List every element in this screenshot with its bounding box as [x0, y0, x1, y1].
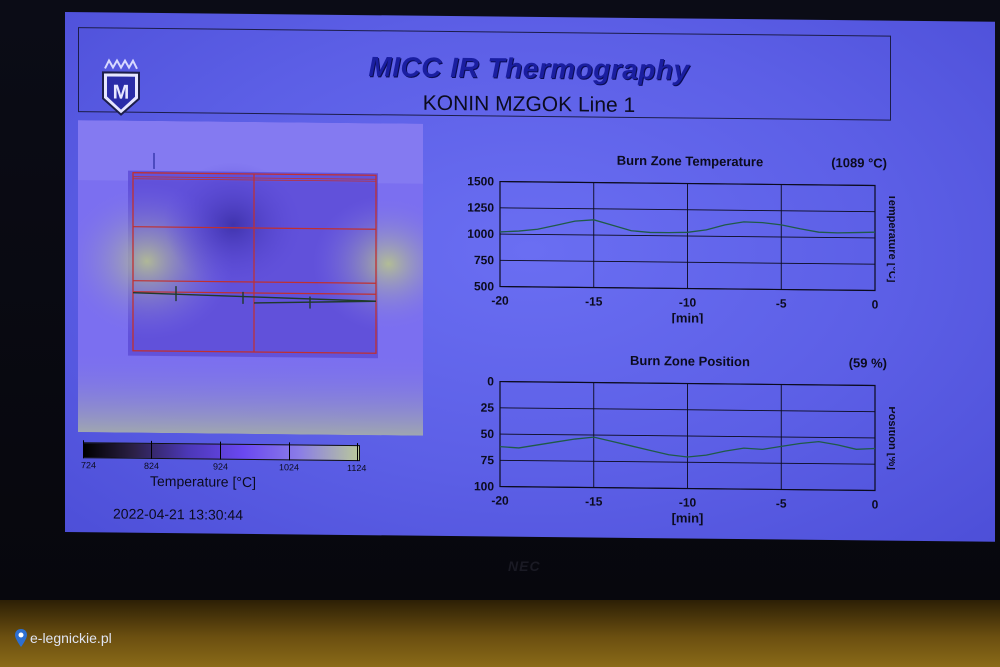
x-tick-label: -15	[585, 294, 603, 308]
watermark-site: e-legnickie.pl	[30, 630, 112, 646]
colorbar-tick-label: 924	[213, 461, 229, 472]
y-tick-label: 100	[474, 479, 494, 493]
thermography-screen: M MICC IR Thermography KONIN MZGOK Line …	[65, 12, 995, 542]
x-tick-label: 0	[872, 297, 879, 311]
y-tick-label: 1500	[467, 174, 494, 188]
colorbar-gradient	[83, 442, 360, 462]
colorbar-tick-label: 724	[81, 460, 97, 471]
svg-text:M: M	[113, 81, 130, 103]
micc-m-shield-logo-icon: M	[102, 58, 140, 116]
y-tick-label: 75	[481, 453, 495, 467]
y-axis-label: Temperature [°C]	[886, 194, 895, 283]
x-tick-label: -5	[776, 496, 787, 510]
colorbar-title: Temperature [°C]	[150, 472, 256, 491]
y-tick-label: 1000	[467, 227, 494, 241]
y-tick-label: 50	[481, 427, 495, 441]
colorbar-tick-label: 1024	[279, 462, 300, 473]
line-subtitle: KONIN MZGOK Line 1	[422, 91, 636, 117]
y-tick-label: 750	[474, 253, 494, 267]
x-tick-label: 0	[872, 497, 879, 511]
timestamp: 2022-04-21 13:30:44	[113, 505, 243, 523]
map-pin-icon	[15, 629, 27, 647]
burn-zone-temperature-chart: Burn Zone Temperature (1089 °C) 1500 1250 10…	[450, 141, 898, 326]
series-line	[499, 436, 876, 458]
burn-zone-position-chart: Burn Zone Position (59 %) 0 25 50 75 100 -20 -15…	[450, 341, 898, 531]
y-tick-label: 500	[474, 279, 494, 293]
header-panel: M MICC IR Thermography KONIN MZGOK Line …	[78, 27, 891, 121]
thermal-image	[78, 120, 423, 436]
colorbar-tick	[220, 441, 221, 460]
colorbar-tick	[83, 440, 84, 459]
floor-background	[0, 600, 1000, 667]
x-axis-label: [min]	[672, 510, 704, 525]
app-title: MICC IR Thermography	[368, 51, 690, 86]
temperature-colorbar: 724 824 924 1024 1124	[81, 440, 366, 473]
colorbar-tick	[357, 443, 358, 462]
colorbar-tick	[289, 442, 290, 461]
x-axis-label: [min]	[672, 310, 704, 325]
x-tick-label: -5	[776, 296, 787, 310]
colorbar-tick-label: 824	[144, 460, 160, 471]
x-tick-label: -20	[491, 493, 509, 507]
y-tick-label: 0	[487, 374, 494, 388]
x-tick-label: -10	[679, 495, 697, 509]
chart-title: Burn Zone Position	[630, 353, 750, 369]
x-tick-label: -20	[491, 293, 509, 307]
x-tick-label: -15	[585, 494, 603, 508]
chart-current-value: (1089 °C)	[831, 155, 887, 171]
chart-svg: Burn Zone Position (59 %) 0 25 50 75 100-20 -15…	[474, 353, 898, 526]
nec-brand-logo: NEC	[508, 558, 541, 574]
chart-svg: Burn Zone Temperature (1089 °C) 1500 1250 10…	[467, 153, 898, 326]
chart-title: Burn Zone Temperature	[617, 153, 763, 170]
x-tick-label: -10	[679, 295, 697, 309]
colorbar-tick-label: 1124	[347, 462, 367, 474]
y-axis-label: Position [%]	[886, 406, 895, 470]
colorbar-tick	[151, 440, 152, 459]
y-tick-label: 1250	[467, 200, 494, 214]
chart-current-value: (59 %)	[849, 355, 887, 370]
y-tick-label: 25	[481, 401, 495, 415]
series-line	[499, 219, 876, 234]
